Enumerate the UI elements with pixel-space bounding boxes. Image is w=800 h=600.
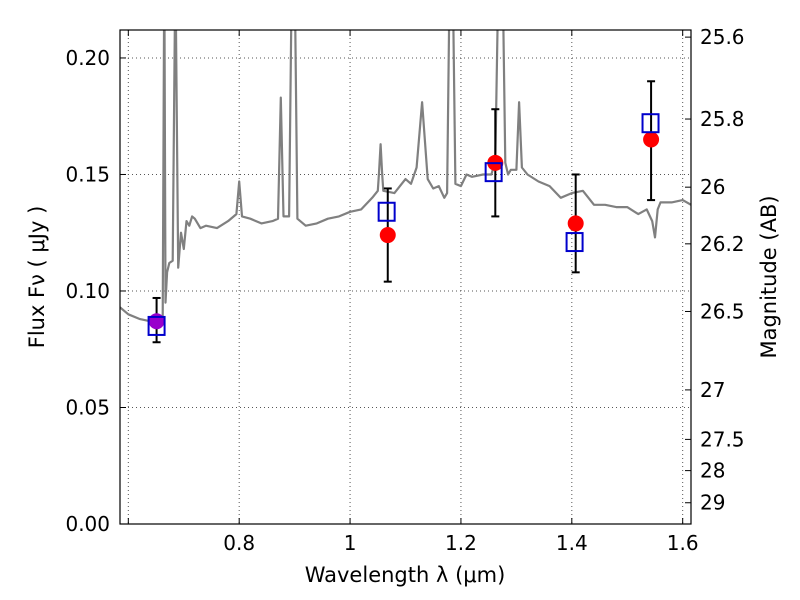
model-point — [565, 232, 584, 253]
observed-point — [148, 313, 165, 330]
tick-labels: 0.8 1 1.2 1.4 1.6 0.00 0.05 0.10 0.15 0.20 25.6 25.… — [65, 25, 744, 555]
model-points — [147, 113, 660, 336]
observed-point — [567, 215, 584, 232]
observed-point — [643, 131, 660, 148]
plot-background — [120, 30, 691, 524]
magnitude-tick-label: 29 — [700, 491, 725, 515]
y-tick-label: 0.20 — [65, 46, 110, 70]
x-tick-label: 1.2 — [445, 531, 477, 555]
plot-frame — [119, 29, 692, 525]
y-axis-label: Flux Fν ( μJy ) — [25, 206, 49, 349]
x-tick-label: 0.8 — [223, 531, 255, 555]
magnitude-tick-label: 26 — [700, 175, 725, 199]
x-tick-label: 1.4 — [556, 531, 588, 555]
model-point — [377, 201, 396, 222]
y-tick-label: 0.00 — [65, 512, 110, 536]
magnitude-tick-label: 26.5 — [700, 299, 745, 323]
model-point — [641, 113, 660, 134]
y-tick-label: 0.10 — [65, 279, 110, 303]
spectrum-line — [120, 30, 691, 325]
y-tick-label: 0.15 — [65, 162, 110, 186]
magnitude-tick-label: 26.2 — [700, 232, 745, 256]
model-point — [147, 315, 166, 336]
model-point — [484, 162, 503, 183]
magnitude-axis-label: Magnitude (AB) — [757, 195, 781, 358]
x-axis-label: Wavelength λ (μm) — [305, 563, 506, 587]
x-tick-label: 1 — [344, 531, 357, 555]
ticks — [120, 30, 691, 525]
magnitude-tick-label: 25.6 — [700, 25, 745, 49]
x-tick-label: 1.6 — [667, 531, 699, 555]
spectrum-layer — [120, 30, 691, 325]
magnitude-tick-label: 28 — [700, 459, 725, 483]
magnitude-tick-label: 27 — [700, 378, 725, 402]
magnitude-tick-label: 27.5 — [700, 427, 745, 451]
y-tick-label: 0.05 — [65, 395, 110, 419]
observed-point — [379, 227, 396, 244]
magnitude-tick-label: 25.8 — [700, 107, 745, 131]
